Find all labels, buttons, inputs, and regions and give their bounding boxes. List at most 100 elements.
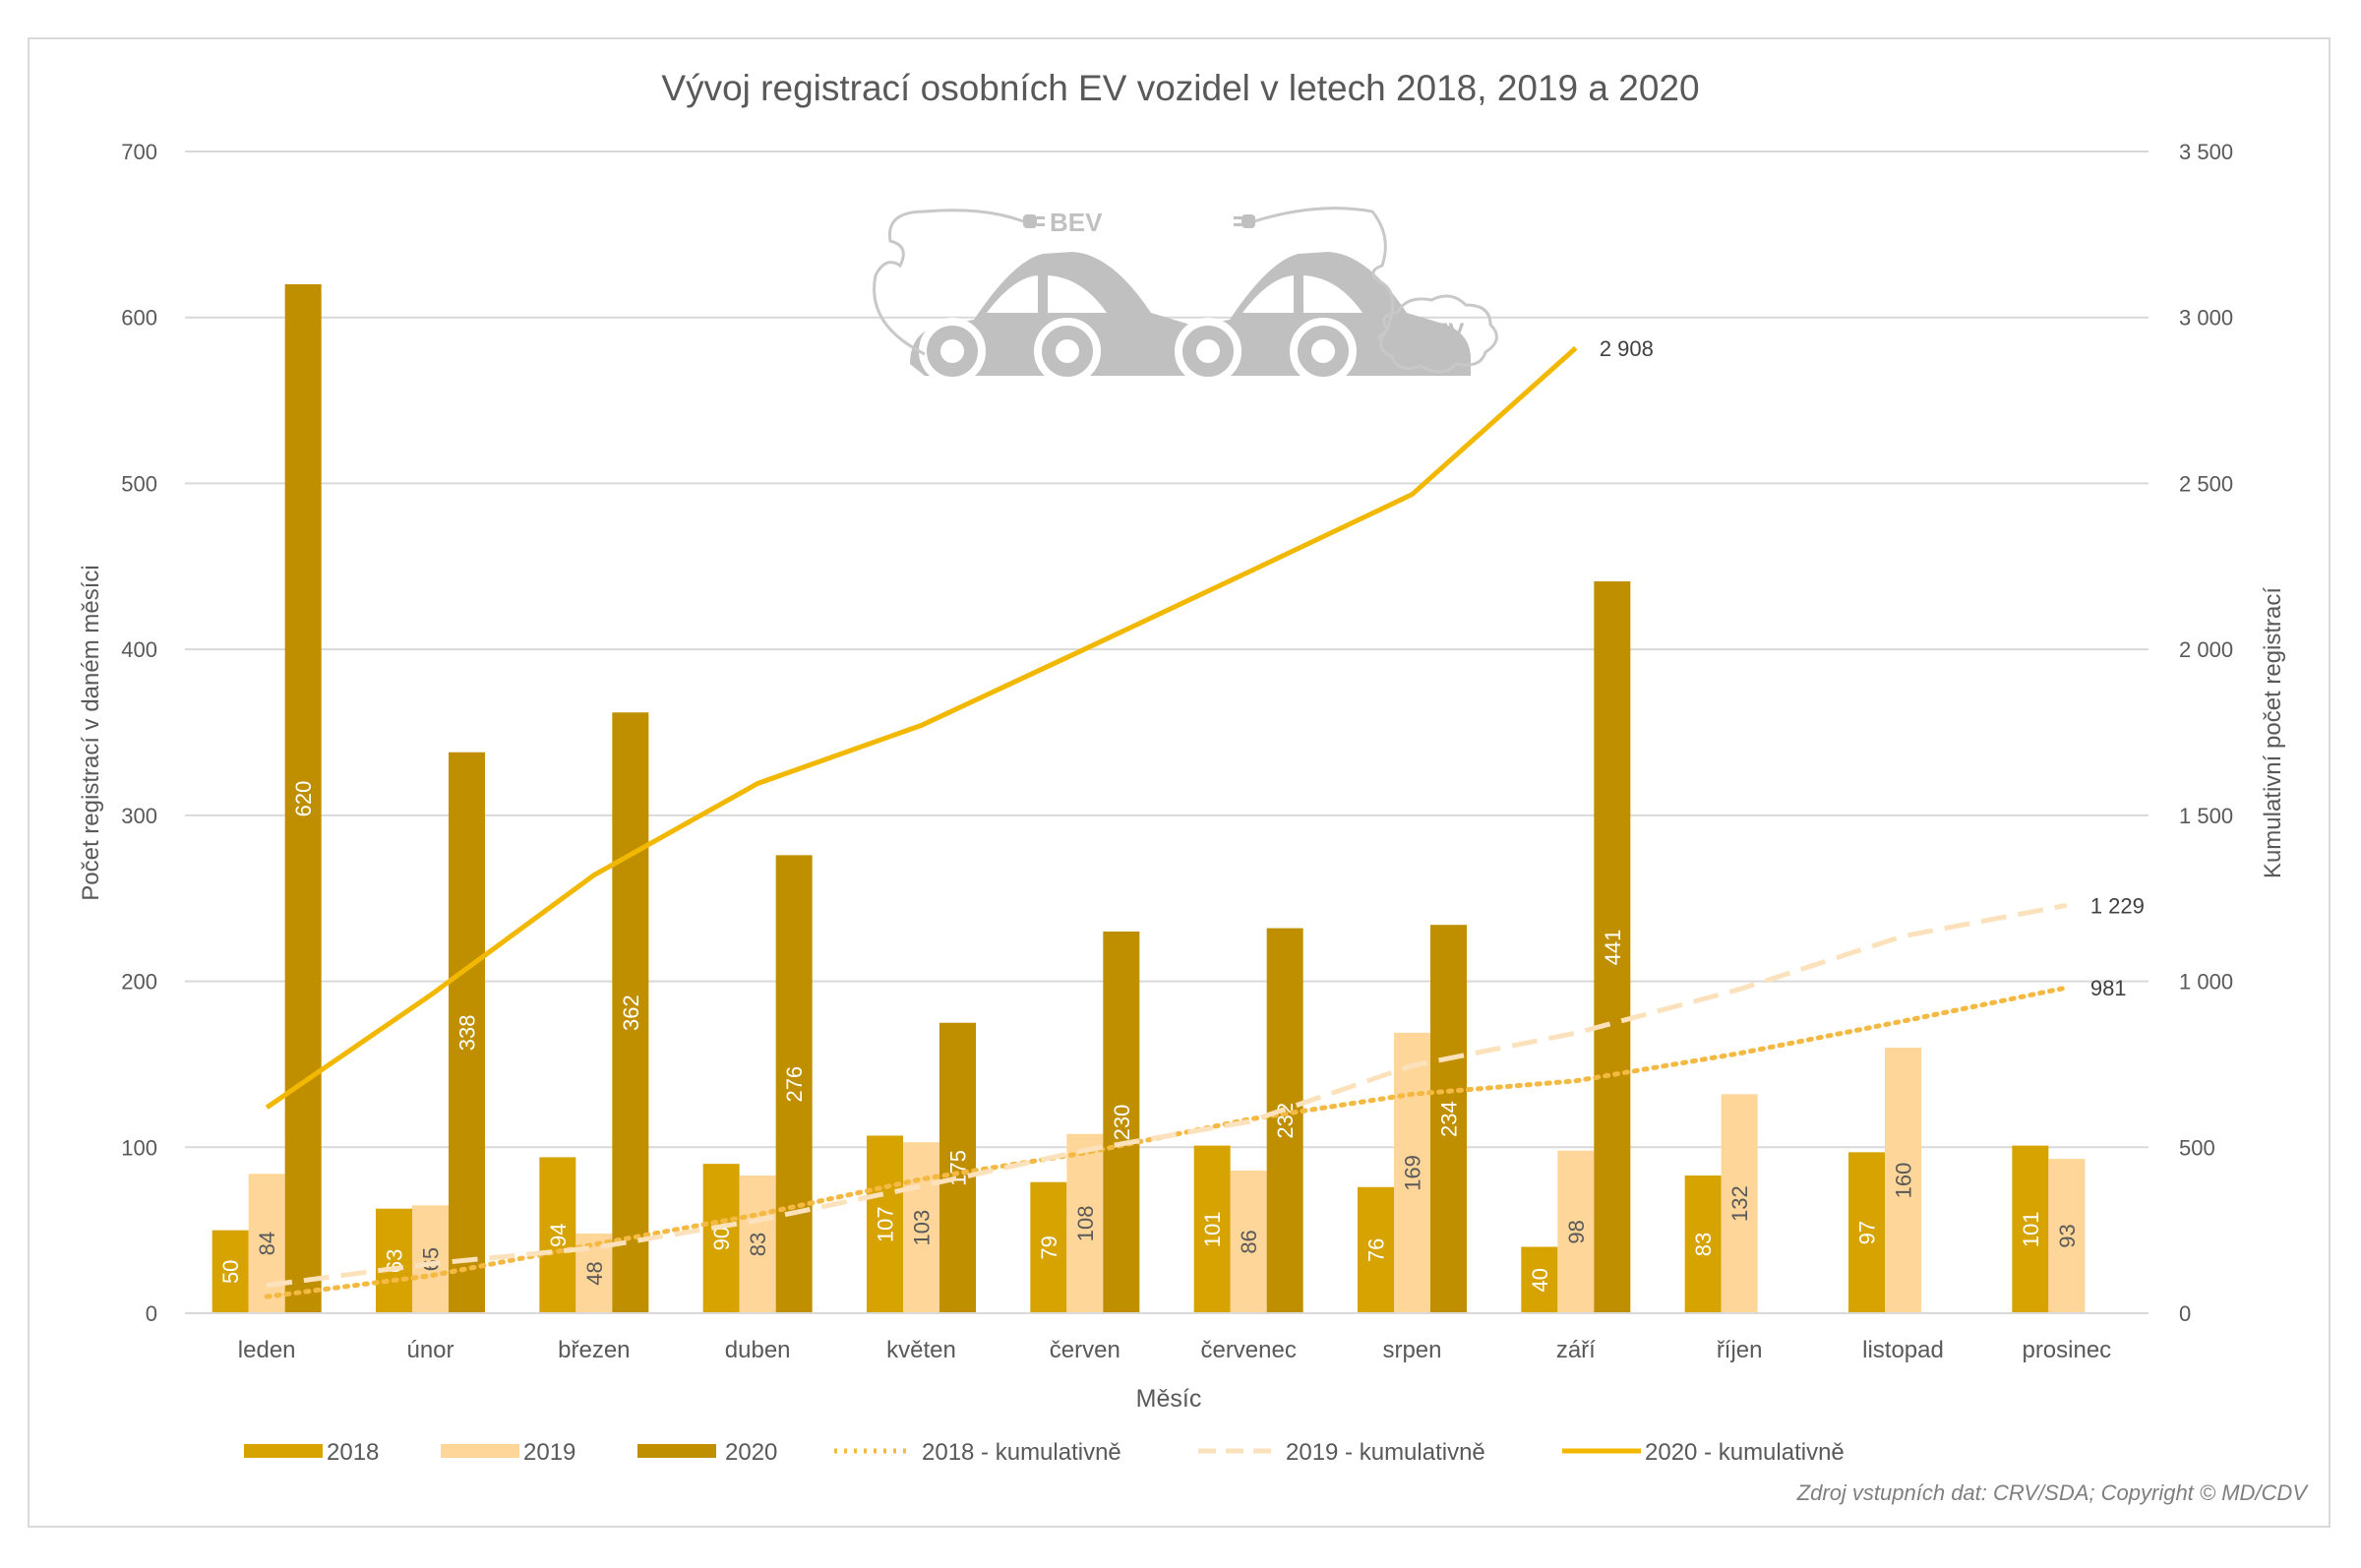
x-tick-label: leden (238, 1337, 296, 1363)
bar-data-label: 98 (1564, 1220, 1589, 1243)
x-tick-label: říjen (1717, 1337, 1763, 1363)
bar-data-label: 93 (2055, 1224, 2080, 1247)
line-2020 - kumulativně (265, 345, 1578, 1110)
legend-swatch (244, 1444, 323, 1458)
y-tick-label: 200 (121, 970, 157, 995)
legend-label: 2019 - kumulativně (1286, 1439, 1485, 1466)
car-plug-icon: BEV PHEV (873, 207, 1498, 385)
legend-label: 2020 - kumulativně (1645, 1439, 1845, 1466)
bar-data-label: 234 (1437, 1101, 1462, 1137)
bar-data-label: 79 (1037, 1236, 1061, 1259)
y-tick-label: 500 (121, 471, 157, 496)
y-axis-title: Počet registrací v daném měsíci (78, 565, 104, 900)
y2-tick-label: 3 500 (2179, 140, 2233, 164)
bar-2018 (702, 1164, 740, 1313)
bar-data-label: 83 (1691, 1233, 1716, 1256)
legend-label: 2018 (327, 1439, 379, 1466)
x-tick-label: červen (1050, 1337, 1120, 1363)
x-tick-label: únor (406, 1337, 454, 1363)
y-tick-label: 0 (146, 1301, 157, 1326)
source-note: Zdroj vstupních dat: CRV/SDA; Copyright … (1796, 1480, 2310, 1505)
bar-data-label: 108 (1073, 1206, 1098, 1242)
bar-data-label: 276 (782, 1066, 807, 1103)
bar-data-label: 84 (255, 1232, 279, 1255)
bar-2019 (248, 1174, 285, 1313)
bar-2019 (1721, 1094, 1758, 1313)
bar-2020 (775, 855, 813, 1313)
bar-2018 (1193, 1145, 1231, 1313)
bar-data-label: 90 (709, 1227, 734, 1250)
bar-2020 (1266, 928, 1303, 1313)
bar-2020 (284, 283, 322, 1313)
bar-data-label: 50 (218, 1260, 243, 1284)
svg-text:PHEV: PHEV (1400, 319, 1464, 345)
line-end-label: 2 908 (1600, 336, 1654, 361)
bar-2018 (1358, 1186, 1394, 1313)
gridlines (185, 151, 2149, 1149)
legend: 2018 2019 2020 2018 - kumulativně 2019 - kum… (244, 1439, 1845, 1466)
bar-data-label: 132 (1727, 1185, 1752, 1222)
y2-tick-label: 0 (2179, 1301, 2191, 1326)
bar-2019 (1230, 1170, 1267, 1313)
bar-data-label: 86 (1237, 1230, 1261, 1253)
lines: 981 1 229 2 908 (264, 336, 2145, 1299)
x-tick-label: prosinec (2022, 1337, 2111, 1363)
bar-2019 (1066, 1133, 1104, 1313)
bar-2018 (1521, 1246, 1558, 1313)
bar-data-label: 362 (619, 995, 643, 1031)
bar-2019 (1885, 1048, 1921, 1313)
bar-2019 (2048, 1159, 2086, 1313)
y2-tick-label: 1 500 (2179, 804, 2233, 828)
bar-2018 (1848, 1152, 1885, 1313)
bar-2018 (539, 1157, 576, 1313)
y-tick-label: 100 (121, 1135, 157, 1160)
x-tick-label: květen (886, 1337, 956, 1363)
x-tick-label: duben (725, 1337, 791, 1363)
chart-frame (28, 37, 2331, 1528)
svg-text:BEV: BEV (1050, 208, 1103, 237)
y2-tick-label: 3 000 (2179, 306, 2233, 331)
bar-data-label: 103 (910, 1210, 935, 1246)
bar-data-label: 76 (1364, 1238, 1389, 1262)
bar-2020 (939, 1022, 976, 1313)
chart-title: Vývoj registrací osobních EV vozidel v l… (661, 68, 1699, 108)
bar-data-label: 107 (874, 1206, 898, 1242)
legend-label: 2018 - kumulativně (922, 1439, 1121, 1466)
y2-tick-label: 1 000 (2179, 970, 2233, 995)
bar-data-label: 40 (1528, 1268, 1552, 1292)
y-tick-label: 400 (121, 637, 157, 662)
bar-data-label: 232 (1273, 1103, 1298, 1139)
bar-data-label: 101 (2019, 1211, 2043, 1247)
bar-data-label: 83 (746, 1233, 770, 1256)
bar-data-label: 97 (1855, 1221, 1880, 1244)
legend-label: 2019 (523, 1439, 575, 1466)
bar-data-label: 48 (582, 1261, 607, 1285)
legend-swatch (637, 1444, 716, 1458)
bar-data-label: 441 (1601, 930, 1625, 966)
bar-data-label: 101 (1200, 1211, 1225, 1247)
bar-data-label: 94 (546, 1223, 571, 1246)
bar-data-label: 65 (419, 1247, 444, 1271)
line-end-label: 981 (2090, 976, 2127, 1000)
y2-tick-label: 500 (2179, 1135, 2215, 1160)
bar-2020 (1594, 580, 1631, 1313)
y-tick-label: 600 (121, 306, 157, 331)
bar-2018 (212, 1230, 249, 1313)
axes: 0 100 200 300 400 500 600 700 0 500 1 000 1 500 2 00… (121, 140, 2233, 1363)
bar-2018 (1030, 1181, 1067, 1313)
bar-data-label: 160 (1892, 1163, 1916, 1199)
y2-tick-label: 2 500 (2179, 471, 2233, 496)
bar-2019 (739, 1175, 776, 1313)
bar-2019 (903, 1142, 939, 1313)
x-axis-title: Měsíc (1136, 1385, 1202, 1413)
bar-2019 (1394, 1032, 1430, 1313)
y-tick-label: 300 (121, 804, 157, 828)
line-2018 - kumulativně (264, 985, 2070, 1299)
bar-data-label: 230 (1110, 1105, 1134, 1141)
bar-2020 (612, 712, 649, 1313)
y-tick-label: 700 (121, 140, 157, 164)
legend-swatch (441, 1444, 519, 1458)
bar-2019 (1557, 1150, 1595, 1313)
